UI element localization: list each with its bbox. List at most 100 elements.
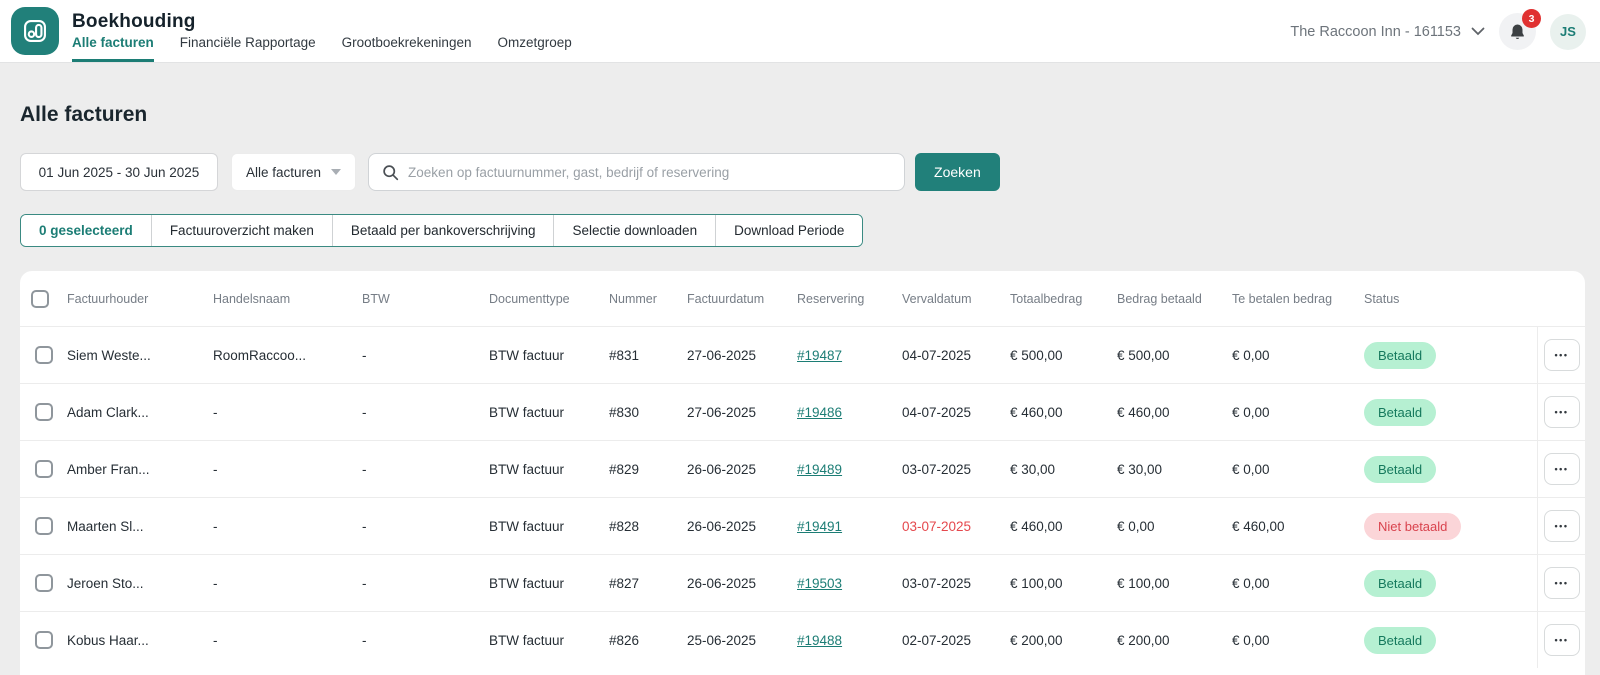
row-more-button[interactable]: ••• [1543, 567, 1580, 599]
row-more-button[interactable]: ••• [1543, 510, 1580, 542]
table-header-row: Factuurhouder Handelsnaam BTW Documentty… [20, 271, 1585, 326]
cell-totaalbedrag: € 30,00 [1010, 461, 1056, 477]
cell-vervaldatum: 03-07-2025 [902, 575, 972, 591]
tab-alle-facturen[interactable]: Alle facturen [72, 35, 154, 62]
cell-btw: - [362, 404, 367, 420]
cell-btw: - [362, 632, 367, 648]
cell-vervaldatum: 03-07-2025 [902, 461, 972, 477]
cell-nummer: #830 [609, 404, 640, 420]
page-title: Alle facturen [20, 103, 148, 126]
row-more-button[interactable]: ••• [1543, 396, 1580, 428]
status-badge: Betaald [1364, 341, 1437, 369]
row-checkbox[interactable] [34, 403, 53, 421]
col-nummer: Nummer [609, 291, 657, 306]
app-title: Boekhouding [72, 11, 196, 32]
invoices-table: Factuurhouder Handelsnaam BTW Documentty… [20, 271, 1585, 675]
table-row: Kobus Haar... - - BTW factuur #826 25-06… [20, 611, 1585, 668]
status-badge: Betaald [1364, 569, 1437, 597]
account-switcher[interactable]: The Raccoon Inn - 161153 [1290, 24, 1485, 40]
status-badge: Niet betaald [1364, 512, 1462, 540]
status-badge: Betaald [1364, 455, 1437, 483]
cell-te-betalen-bedrag: € 0,00 [1232, 632, 1270, 648]
bell-icon [1511, 23, 1524, 39]
cell-bedrag-betaald: € 500,00 [1117, 347, 1170, 363]
cell-documenttype: BTW factuur [489, 575, 565, 591]
cell-handelsnaam: - [213, 575, 218, 591]
reservation-link[interactable]: #19503 [797, 575, 843, 591]
cell-factuurhouder: Siem Weste... [67, 347, 151, 363]
cell-handelsnaam: - [213, 518, 218, 534]
download-selection-button[interactable]: Selectie downloaden [554, 215, 717, 246]
table-row: Maarten Sl... - - BTW factuur #828 26-06… [20, 497, 1585, 554]
cell-btw: - [362, 518, 367, 534]
cell-factuurhouder: Kobus Haar... [67, 632, 149, 648]
row-checkbox[interactable] [34, 460, 53, 478]
search-icon [383, 164, 399, 180]
col-bedrag-betaald: Bedrag betaald [1117, 291, 1202, 306]
user-avatar[interactable]: JS [1550, 13, 1586, 50]
row-checkbox[interactable] [34, 346, 53, 364]
cell-bedrag-betaald: € 100,00 [1117, 575, 1170, 591]
row-checkbox[interactable] [34, 517, 53, 535]
tab-grootboekrekeningen[interactable]: Grootboekrekeningen [341, 35, 472, 50]
topbar-right: The Raccoon Inn - 161153 3 JS [1290, 0, 1586, 63]
cell-factuurdatum: 26-06-2025 [687, 461, 757, 477]
app-logo [11, 7, 59, 55]
reservation-link[interactable]: #19487 [797, 347, 843, 363]
cell-bedrag-betaald: € 30,00 [1117, 461, 1163, 477]
row-more-button[interactable]: ••• [1543, 339, 1580, 371]
row-more-button[interactable]: ••• [1543, 453, 1580, 485]
tab-financiele-rapportage[interactable]: Financiële Rapportage [179, 35, 316, 50]
cell-vervaldatum: 04-07-2025 [902, 404, 972, 420]
cell-documenttype: BTW factuur [489, 632, 565, 648]
col-factuurhouder: Factuurhouder [67, 291, 149, 306]
col-vervaldatum: Vervaldatum [902, 291, 972, 306]
cell-te-betalen-bedrag: € 0,00 [1232, 347, 1270, 363]
cell-factuurdatum: 26-06-2025 [687, 575, 757, 591]
module-tabs: Alle facturen Financiële Rapportage Groo… [72, 35, 572, 62]
table-body: Siem Weste... RoomRaccoo... - BTW factuu… [20, 326, 1585, 668]
create-invoice-overview-button[interactable]: Factuuroverzicht maken [151, 215, 333, 246]
download-period-button[interactable]: Download Periode [716, 215, 863, 246]
paid-by-bank-transfer-button[interactable]: Betaald per bankoverschrijving [332, 215, 555, 246]
top-bar: Boekhouding Alle facturen Financiële Rap… [0, 0, 1600, 63]
page-content: Alle facturen 01 Jun 2025 - 30 Jun 2025 … [0, 103, 1600, 675]
notifications-button[interactable]: 3 [1499, 9, 1541, 50]
cell-factuurdatum: 25-06-2025 [687, 632, 757, 648]
invoice-type-select[interactable]: Alle facturen [231, 153, 357, 191]
cell-documenttype: BTW factuur [489, 461, 565, 477]
reservation-link[interactable]: #19486 [797, 404, 843, 420]
bar-chart-icon [24, 20, 46, 42]
cell-handelsnaam: - [213, 404, 218, 420]
row-more-button[interactable]: ••• [1543, 624, 1580, 656]
col-documenttype: Documenttype [489, 291, 570, 306]
cell-factuurhouder: Amber Fran... [67, 461, 150, 477]
table-row: Amber Fran... - - BTW factuur #829 26-06… [20, 440, 1585, 497]
col-reservering: Reservering [797, 291, 865, 306]
table-row: Jeroen Sto... - - BTW factuur #827 26-06… [20, 554, 1585, 611]
cell-handelsnaam: - [213, 632, 218, 648]
select-all-checkbox[interactable] [30, 289, 49, 308]
row-checkbox[interactable] [34, 574, 53, 592]
cell-factuurhouder: Jeroen Sto... [67, 575, 144, 591]
cell-handelsnaam: RoomRaccoo... [213, 347, 307, 363]
col-status: Status [1364, 291, 1400, 306]
tab-omzetgroep[interactable]: Omzetgroep [497, 35, 572, 50]
date-range-picker[interactable]: 01 Jun 2025 - 30 Jun 2025 [20, 153, 218, 191]
reservation-link[interactable]: #19489 [797, 461, 843, 477]
reservation-link[interactable]: #19488 [797, 632, 843, 648]
cell-nummer: #831 [609, 347, 640, 363]
bulk-action-bar: 0 geselecteerd Factuuroverzicht maken Be… [20, 214, 864, 247]
row-checkbox[interactable] [34, 631, 53, 649]
search-button[interactable]: Zoeken [915, 153, 1000, 191]
cell-documenttype: BTW factuur [489, 404, 565, 420]
reservation-link[interactable]: #19491 [797, 518, 843, 534]
chevron-down-icon [1471, 27, 1485, 36]
status-badge: Betaald [1364, 626, 1437, 654]
cell-factuurdatum: 27-06-2025 [687, 404, 757, 420]
invoice-type-value: Alle facturen [246, 164, 322, 180]
cell-vervaldatum: 02-07-2025 [902, 632, 972, 648]
search-input[interactable] [408, 164, 892, 180]
cell-totaalbedrag: € 460,00 [1010, 404, 1063, 420]
cell-vervaldatum: 04-07-2025 [902, 347, 972, 363]
